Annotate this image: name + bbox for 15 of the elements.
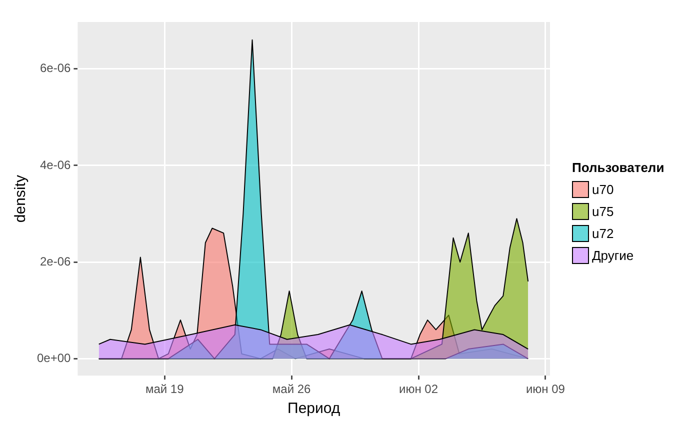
x-axis-title: Период — [288, 400, 340, 418]
x-tick-label: май 26 — [272, 382, 312, 396]
legend-label: u72 — [592, 226, 614, 240]
y-axis-title: density — [12, 174, 30, 223]
legend-label: Другие — [592, 248, 634, 262]
legend-title: Пользователи — [572, 160, 664, 175]
y-tick-label: 2e-06 — [40, 254, 72, 268]
x-tick-label: июн 02 — [398, 382, 438, 396]
x-tick-label: июн 09 — [526, 382, 566, 396]
y-tick-label: 6e-06 — [40, 61, 72, 76]
y-tick-label: 0e+00 — [37, 351, 72, 366]
x-tick-label: май 19 — [145, 382, 184, 396]
legend-label: u75 — [592, 204, 614, 218]
legend-label: u70 — [592, 182, 614, 196]
y-tick-label: 4e-06 — [40, 158, 72, 172]
